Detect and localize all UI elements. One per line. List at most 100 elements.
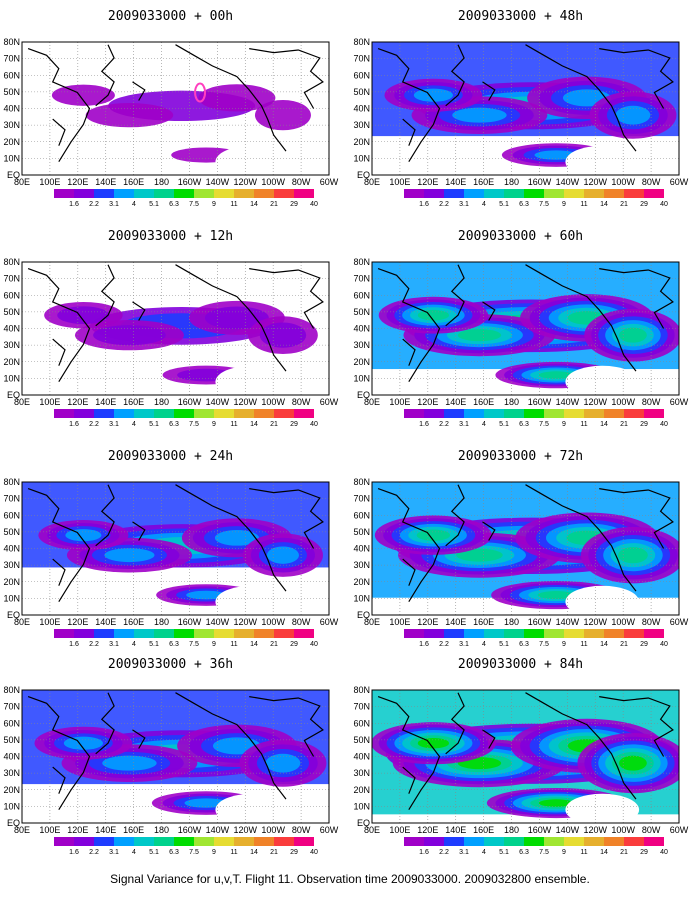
longitude-label: 80E — [14, 397, 30, 407]
coastline — [175, 692, 287, 800]
coastline — [132, 301, 146, 321]
colorbar-swatch — [484, 629, 504, 638]
colorbar-label: 11 — [230, 421, 237, 428]
grid-lines — [372, 482, 679, 615]
colorbar-swatch — [234, 629, 254, 638]
colorbar-swatch — [134, 837, 154, 846]
coastline — [525, 692, 637, 800]
variance-field — [22, 690, 329, 823]
latitude-label: 70N — [353, 494, 370, 504]
colorbar-label: 7.5 — [539, 641, 549, 648]
colorbar-label: 6.3 — [169, 641, 179, 648]
colorbar-swatch — [584, 189, 604, 198]
colorbar-label: 40 — [660, 641, 668, 648]
latitude-label: 40N — [3, 752, 20, 762]
colorbar-label: 29 — [640, 201, 648, 208]
colorbar-label: 1.6 — [69, 641, 79, 648]
low-variance-region — [215, 365, 290, 395]
colorbar-swatch — [294, 837, 314, 846]
latitude-label: 60N — [353, 510, 370, 520]
longitude-label: 140E — [445, 397, 466, 407]
map-frame — [371, 481, 680, 616]
colorbar-label: 21 — [270, 201, 278, 208]
panel-title: 2009033000 + 72h — [458, 449, 583, 464]
colorbar-swatch — [564, 629, 584, 638]
latitude-label: 30N — [3, 560, 20, 570]
longitude-label: 140E — [445, 177, 466, 187]
longitude-label: 100W — [261, 825, 285, 835]
variance-contour — [618, 547, 648, 564]
coastline — [402, 558, 416, 586]
variance-contour — [619, 327, 647, 343]
panel-title: 2009033000 + 48h — [458, 9, 583, 24]
coastline — [95, 264, 115, 327]
colorbar-swatch — [134, 409, 154, 418]
colorbar-swatch — [194, 837, 214, 846]
coastline — [95, 44, 115, 107]
colorbar-label: 9 — [562, 641, 566, 648]
variance-field — [372, 482, 679, 615]
longitude-label: 80E — [14, 825, 30, 835]
latitude-label: EQ — [357, 818, 370, 828]
panel-title: 2009033000 + 36h — [108, 657, 233, 672]
coastline — [132, 81, 146, 101]
latitude-label: 20N — [353, 577, 370, 587]
colorbar-label: 6.3 — [519, 849, 529, 856]
colorbar-label: 6.3 — [169, 421, 179, 428]
colorbar-swatch — [544, 409, 564, 418]
longitude-label: 60W — [320, 177, 339, 187]
longitude-label: 100W — [261, 177, 285, 187]
colorbar-label: 4 — [132, 201, 136, 208]
longitude-label: 160W — [178, 397, 202, 407]
colorbar-label: 14 — [250, 201, 258, 208]
colorbar-label: 7.5 — [189, 849, 199, 856]
latitude-label: EQ — [7, 818, 20, 828]
coastline — [95, 484, 115, 547]
colorbar-swatch — [154, 409, 174, 418]
colorbar-label: 4 — [132, 641, 136, 648]
colorbar-label: 29 — [290, 849, 298, 856]
longitude-label: 100E — [389, 177, 410, 187]
latitude-label: 60N — [353, 70, 370, 80]
longitude-label: 60W — [320, 397, 339, 407]
colorbar-swatch — [644, 409, 664, 418]
latitude-label: 30N — [353, 768, 370, 778]
longitude-label: 140W — [556, 397, 580, 407]
colorbar-label: 29 — [290, 201, 298, 208]
colorbar-label: 3.1 — [109, 849, 119, 856]
longitude-label: 140W — [556, 825, 580, 835]
colorbar-swatch — [274, 629, 294, 638]
longitude-label: 140E — [95, 177, 116, 187]
grid-lines — [372, 690, 679, 823]
longitude-label: 120E — [417, 397, 438, 407]
colorbar-label: 21 — [620, 421, 628, 428]
longitude-label: 140W — [206, 617, 230, 627]
colorbar-swatch — [624, 189, 644, 198]
colorbar-swatch — [624, 837, 644, 846]
panel-title: 2009033000 + 60h — [458, 229, 583, 244]
colorbar-swatch — [564, 409, 584, 418]
colorbar-swatch — [504, 629, 524, 638]
colorbar-swatch — [624, 409, 644, 418]
longitude-label: 120W — [584, 825, 608, 835]
longitude-label: 180 — [154, 177, 169, 187]
latitude-label: 80N — [3, 685, 20, 695]
colorbar-swatch — [234, 409, 254, 418]
longitude-label: 160E — [473, 397, 494, 407]
colorbar-label: 21 — [270, 421, 278, 428]
map-panel: 2009033000 + 00h 80E 100E 120E 140E 160E 180 16… — [3, 9, 338, 208]
colorbar-label: 4 — [132, 849, 136, 856]
colorbar-label: 7.5 — [539, 421, 549, 428]
latitude-label: 70N — [3, 54, 20, 64]
colorbar-label: 4 — [482, 641, 486, 648]
colorbar-label: 2.2 — [439, 421, 449, 428]
longitude-label: 100E — [389, 825, 410, 835]
coastline — [132, 521, 146, 541]
coastline — [132, 729, 146, 749]
colorbar-label: 29 — [640, 421, 648, 428]
colorbar-swatch — [604, 629, 624, 638]
longitude-label: 120E — [417, 825, 438, 835]
longitude-label: 60W — [670, 825, 689, 835]
colorbar-label: 3.1 — [459, 201, 469, 208]
